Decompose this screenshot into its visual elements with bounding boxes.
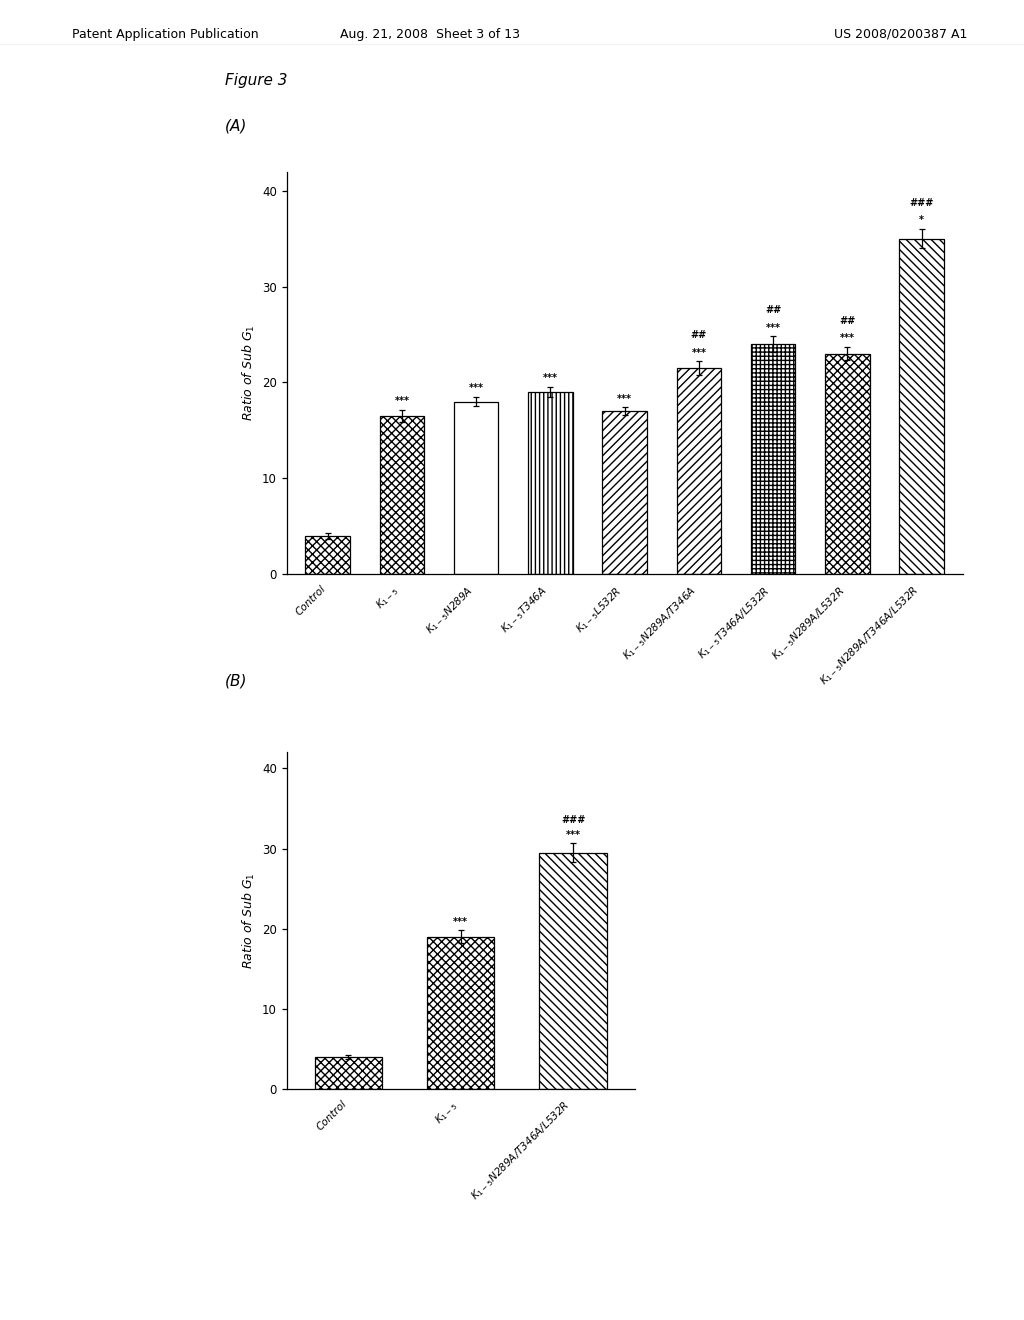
Bar — [602, 412, 647, 574]
Text: Figure 3: Figure 3 — [225, 73, 288, 87]
Text: Aug. 21, 2008  Sheet 3 of 13: Aug. 21, 2008 Sheet 3 of 13 — [340, 28, 520, 41]
Text: ***: *** — [840, 333, 855, 343]
Bar — [825, 354, 869, 574]
Text: ***: *** — [469, 383, 483, 393]
Text: ##: ## — [691, 330, 707, 341]
Y-axis label: Ratio of Sub G$_1$: Ratio of Sub G$_1$ — [241, 325, 257, 421]
Bar — [528, 392, 572, 574]
Text: ***: *** — [543, 374, 558, 383]
Bar — [751, 345, 796, 574]
Text: Patent Application Publication: Patent Application Publication — [72, 28, 258, 41]
Bar — [427, 937, 495, 1089]
Text: US 2008/0200387 A1: US 2008/0200387 A1 — [835, 28, 968, 41]
Bar — [899, 239, 944, 574]
Text: ***: *** — [454, 917, 468, 927]
Text: ###: ### — [561, 816, 586, 825]
Text: ***: *** — [617, 393, 632, 404]
Text: *: * — [920, 215, 925, 226]
Bar — [380, 416, 424, 574]
Text: ##: ## — [765, 305, 781, 315]
Text: ***: *** — [394, 396, 410, 407]
Bar — [454, 401, 499, 574]
Text: ###: ### — [909, 198, 934, 209]
Bar — [314, 1057, 382, 1089]
Bar — [540, 853, 607, 1089]
Y-axis label: Ratio of Sub G$_1$: Ratio of Sub G$_1$ — [241, 873, 257, 969]
Text: ##: ## — [840, 315, 856, 326]
Text: (A): (A) — [225, 119, 248, 133]
Text: (B): (B) — [225, 673, 248, 688]
Bar — [305, 536, 350, 574]
Bar — [677, 368, 721, 574]
Text: ***: *** — [766, 322, 780, 333]
Text: ***: *** — [691, 347, 707, 358]
Text: ***: *** — [565, 830, 581, 840]
